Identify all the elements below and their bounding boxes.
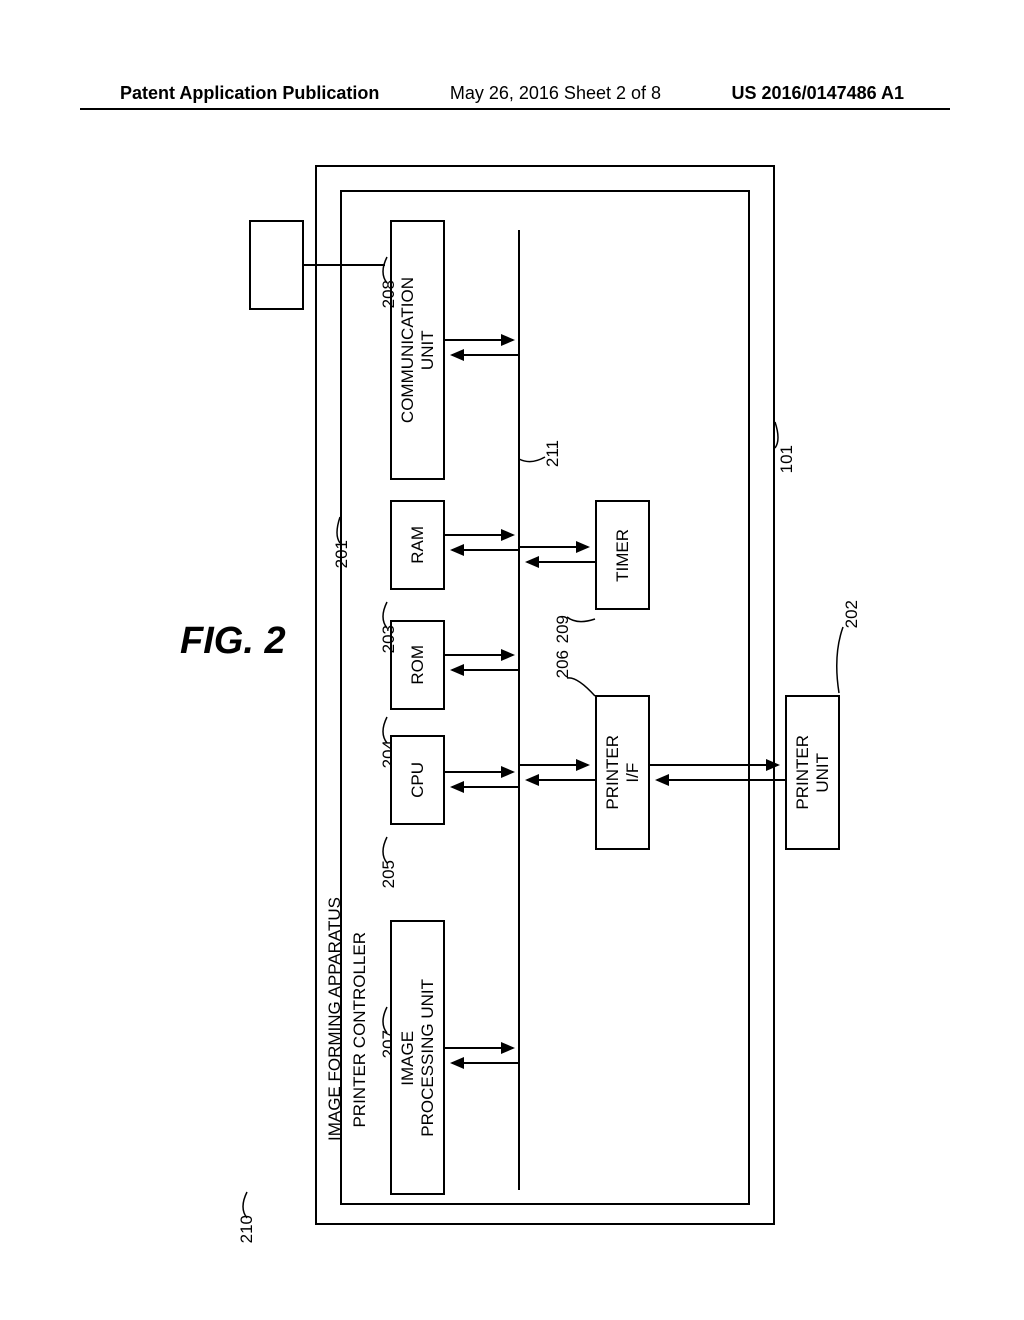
arrows	[285, 160, 905, 1240]
figure-label: FIG. 2	[180, 620, 286, 663]
ref-210-connector	[235, 1190, 249, 1220]
diagram: IMAGE FORMING APPARATUS 101 PRINTER CONT…	[285, 160, 905, 1240]
header-left: Patent Application Publication	[120, 83, 379, 104]
page-header: Patent Application Publication May 26, 2…	[0, 83, 1024, 104]
header-center: May 26, 2016 Sheet 2 of 8	[450, 83, 661, 104]
header-right: US 2016/0147486 A1	[732, 83, 904, 104]
header-rule	[80, 108, 950, 110]
